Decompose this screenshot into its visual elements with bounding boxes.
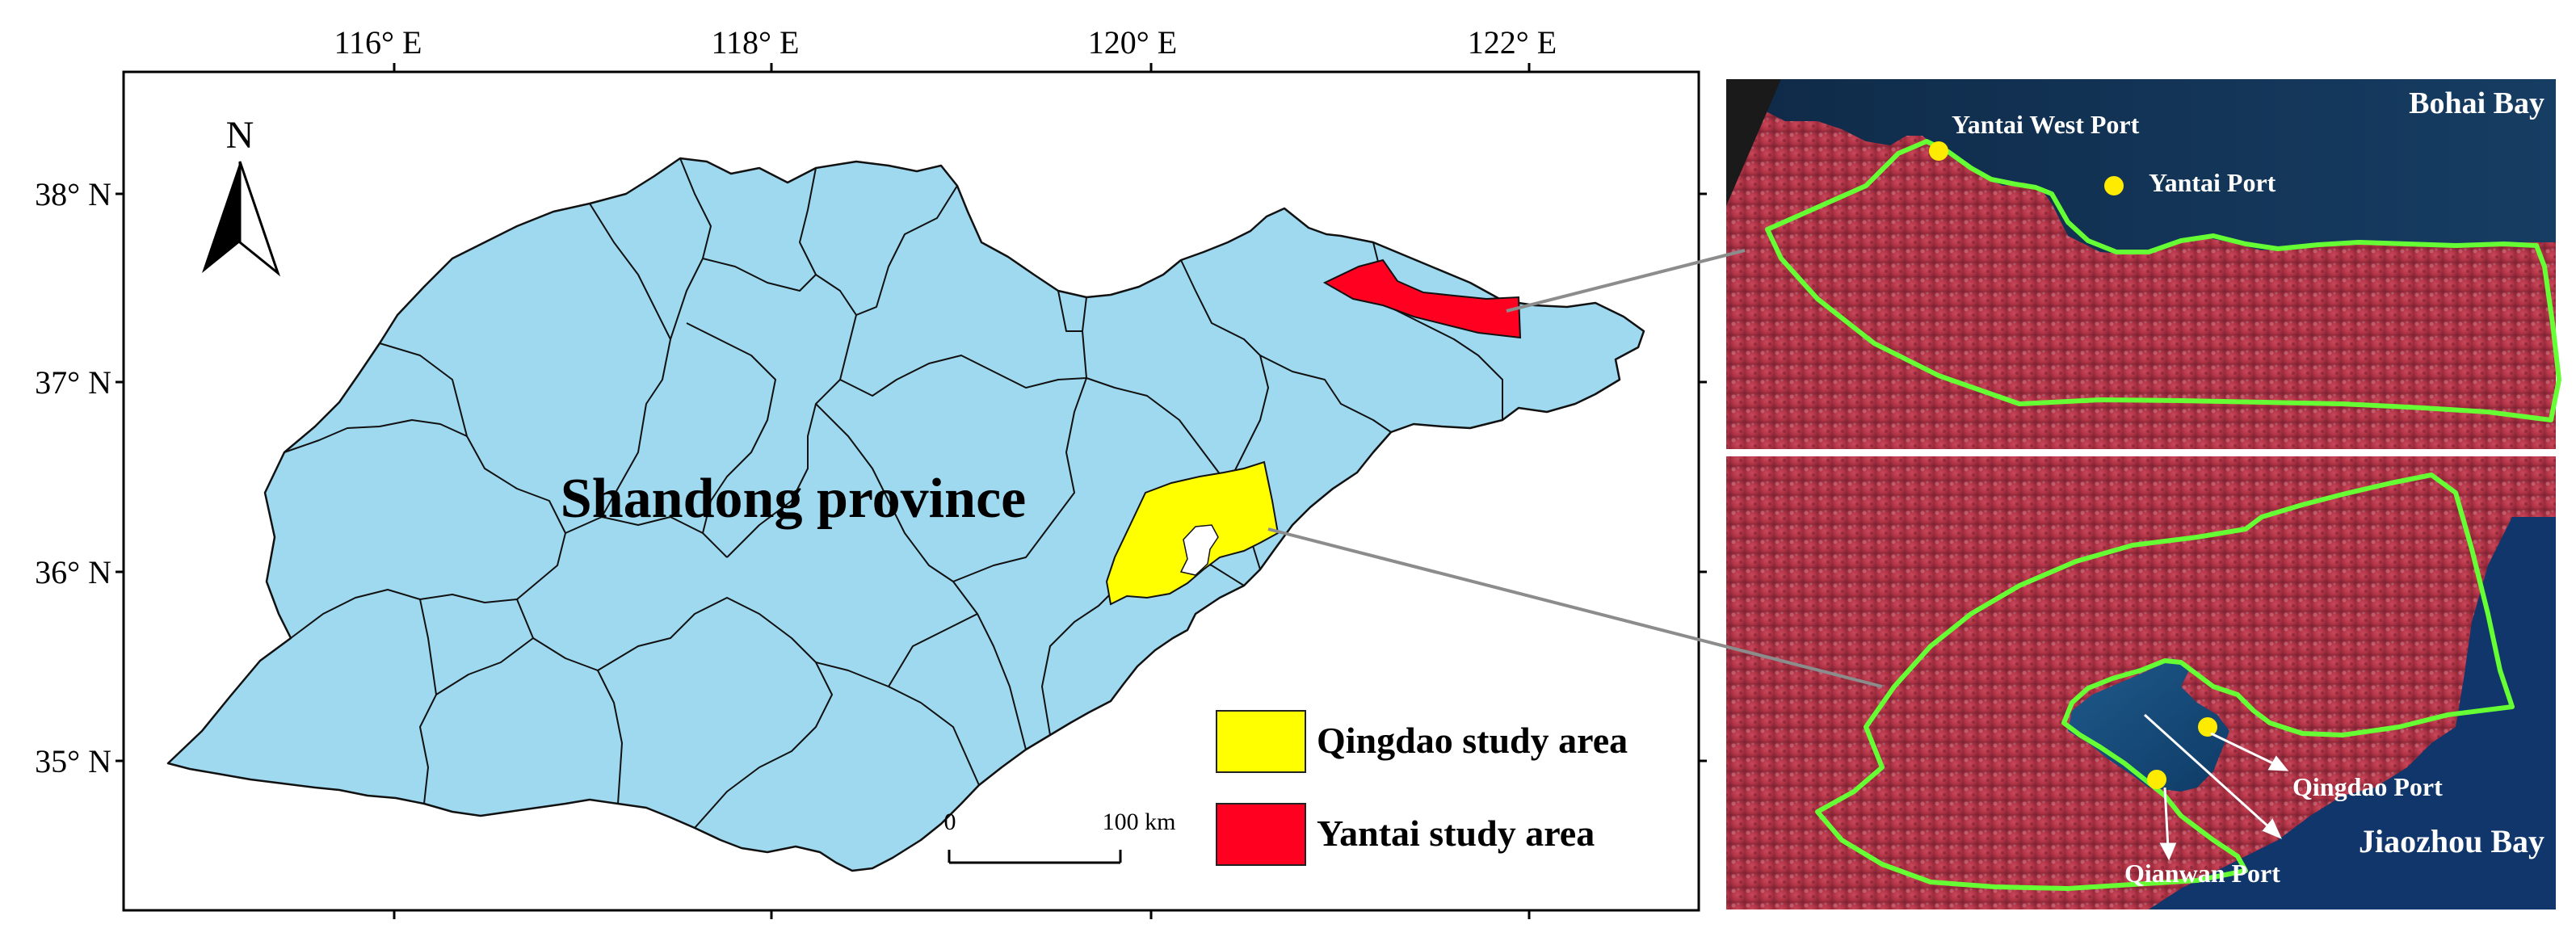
longitude-bottom-ticks [393, 910, 1531, 919]
latitude-label-35: 35° N [35, 743, 111, 779]
scale-bar [948, 850, 1122, 864]
legend: Qingdao study area Yantai study area [1216, 710, 1628, 866]
bohai-sea [1726, 79, 2556, 254]
north-arrow-icon [202, 162, 240, 273]
latitude-label-37: 37° N [35, 364, 111, 401]
port-arrows [2143, 713, 2289, 861]
jiaozhou-bay-cutout [1179, 524, 1219, 576]
yantai-inset: Yantai West Port Yantai Port Bohai Bay [1726, 79, 2561, 449]
leader-lines [1267, 249, 1883, 688]
longitude-label-118: 118° E [712, 24, 800, 61]
jiaozhou-bay-label: Jiaozhou Bay [2359, 823, 2544, 859]
north-arrow-label: N [226, 114, 254, 157]
legend-label-yantai: Yantai study area [1317, 813, 1595, 854]
longitude-top-ticks [393, 63, 1531, 72]
latitude-ticks [116, 192, 1707, 762]
bohai-bay-label: Bohai Bay [2409, 86, 2544, 120]
yantai-port-label: Yantai Port [2149, 168, 2276, 197]
qingdao-port-label: Qingdao Port [2292, 772, 2443, 801]
longitude-label-116: 116° E [334, 24, 422, 61]
legend-swatch-yantai [1216, 803, 1306, 866]
legend-label-qingdao: Qingdao study area [1317, 720, 1628, 761]
province-label: Shandong province [561, 468, 1026, 530]
yantai-port-marker [2104, 176, 2124, 195]
shandong-province [166, 157, 1645, 872]
yantai-study-area [1322, 258, 1522, 339]
yantai-inset-boundary [1765, 139, 2561, 422]
province-land [166, 157, 1645, 872]
legend-swatch-qingdao [1216, 710, 1306, 773]
latitude-label-38: 38° N [35, 176, 111, 212]
qingdao-inset: Qingdao Port Qianwan Port Jiaozhou Bay [1726, 456, 2556, 909]
city-boundaries [284, 158, 1503, 829]
jiaozhou-bay-water [2068, 658, 2229, 792]
scale-bar-start-label: 0 [944, 809, 956, 835]
latitude-label-36: 36° N [35, 554, 111, 590]
qianwan-port-marker [2147, 770, 2166, 789]
yellow-sea [2149, 517, 2556, 909]
yantai-west-port-label: Yantai West Port [1952, 110, 2140, 139]
qingdao-inset-boundary [1815, 473, 2515, 891]
yantai-west-port-marker [1929, 141, 1948, 161]
qingdao-port-marker [2198, 717, 2217, 737]
qianwan-port-label: Qianwan Port [2124, 859, 2280, 888]
hatched-edge [1726, 79, 1781, 206]
longitude-label-120: 120° E [1088, 24, 1177, 61]
scale-bar-end-label: 100 km [1103, 809, 1176, 835]
north-arrow: N [202, 114, 281, 277]
longitude-label-122: 122° E [1468, 24, 1557, 61]
